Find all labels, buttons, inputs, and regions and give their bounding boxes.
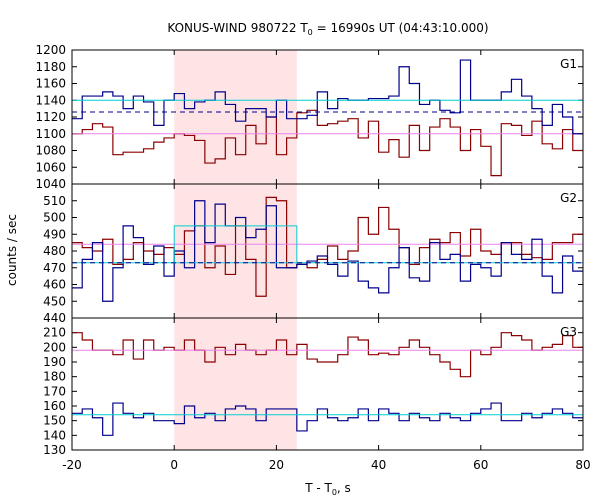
panel-label: G1	[560, 57, 577, 71]
panel-label: G3	[560, 325, 577, 339]
chart-title: KONUS-WIND 980722 T0 = 16990s UT (04:43:…	[167, 21, 488, 37]
panel-g1: 1040 1060 1080 1100 1120 1140 1160 1180 1200 G1	[35, 43, 583, 191]
y-tick-label: 190	[43, 355, 66, 369]
panel-g2: 440 450 460 470 480 490 500 510 G2	[43, 191, 583, 325]
y-axis-label: counts / sec	[5, 214, 19, 286]
red-series-line	[72, 109, 583, 177]
y-tick-label: 440	[43, 311, 66, 325]
y-tick-label: 210	[43, 326, 66, 340]
y-tick-label: 1100	[35, 127, 66, 141]
plot-area: 1040 1060 1080 1100 1120 1140 1160 1180 1200 G1 44…	[35, 43, 590, 472]
x-tick-label: -20	[62, 458, 82, 472]
blue-series-line	[72, 59, 583, 135]
y-tick-label: 200	[43, 340, 66, 354]
blue-series-line	[72, 200, 583, 302]
x-tick-label: 20	[269, 458, 284, 472]
x-axis-label: T - T0, s	[304, 481, 351, 497]
y-tick-label: 1140	[35, 93, 66, 107]
y-tick-label: 130	[43, 443, 66, 457]
panel-frame	[71, 49, 584, 185]
panel-frame	[71, 317, 584, 451]
y-tick-label: 460	[43, 278, 66, 292]
y-tick-label: 470	[43, 261, 66, 275]
y-tick-label: 150	[43, 414, 66, 428]
y-tick-label: 180	[43, 370, 66, 384]
red-series-line	[72, 332, 583, 378]
y-tick-label: 1120	[35, 110, 66, 124]
y-tick-label: 140	[43, 428, 66, 442]
blue-series-line	[72, 402, 583, 436]
x-tick-label: 80	[575, 458, 590, 472]
y-tick-label: 160	[43, 399, 66, 413]
y-tick-label: 1060	[35, 160, 66, 174]
blue-interval-level	[173, 225, 298, 263]
y-tick-label: 1040	[35, 177, 66, 191]
red-series-line	[72, 196, 583, 297]
y-tick-label: 500	[43, 211, 66, 225]
x-tick-label: 0	[170, 458, 178, 472]
y-tick-label: 450	[43, 294, 66, 308]
x-tick-label: 40	[371, 458, 386, 472]
panel-label: G2	[560, 191, 577, 205]
y-tick-label: 1160	[35, 77, 66, 91]
y-tick-label: 480	[43, 244, 66, 258]
y-tick-label: 490	[43, 227, 66, 241]
x-tick-label: 60	[473, 458, 488, 472]
y-tick-label: 1200	[35, 43, 66, 57]
y-tick-label: 1080	[35, 144, 66, 158]
y-tick-label: 170	[43, 384, 66, 398]
y-tick-label: 510	[43, 194, 66, 208]
y-tick-label: 1180	[35, 60, 66, 74]
